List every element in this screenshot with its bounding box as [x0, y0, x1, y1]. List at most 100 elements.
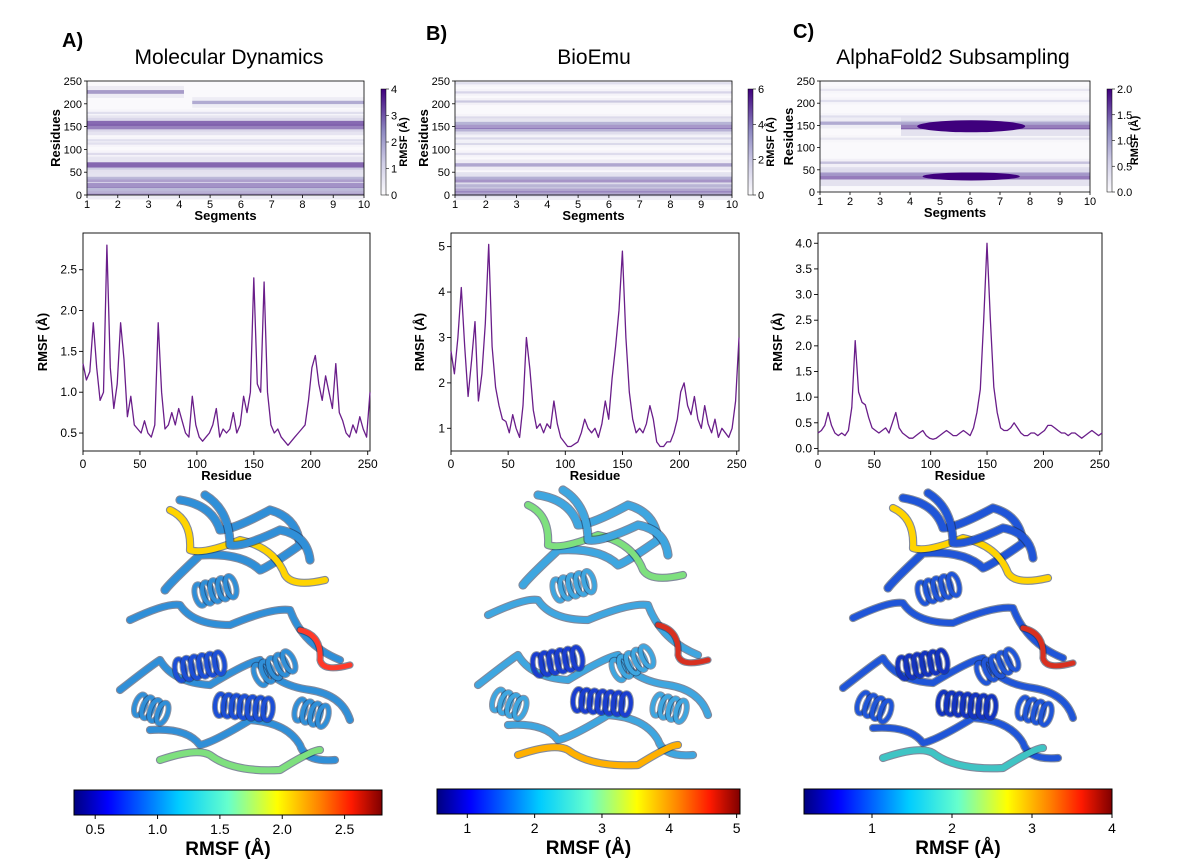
helix-turn	[581, 569, 597, 595]
heatmap-y-tick-label: 100	[64, 144, 82, 156]
y-tick-label: 3	[438, 330, 445, 344]
heatmap-band-halo	[87, 165, 364, 173]
colorbar-tick-label: 2.0	[273, 821, 293, 837]
heatmap-b: 1 2 3 4 5 6 7 8 9 10050100150200250SegmentsResidu…	[416, 76, 777, 223]
helix	[171, 649, 228, 684]
panel-title-a: Molecular Dynamics	[134, 46, 323, 69]
helix	[250, 648, 299, 689]
colorbar-tick-label: 1.0	[148, 821, 168, 837]
heatmap-band-halo	[820, 135, 1090, 143]
rmsf-line-plot-b: 0 50 100 150 200 250 1 2 3 4 5 Residue RMSF (Å)	[412, 232, 747, 483]
hot-loop	[890, 505, 1051, 584]
helix	[649, 691, 690, 725]
helix-turn	[1038, 701, 1054, 727]
heatmap-y-tick-label: 150	[432, 122, 450, 134]
x-axis-title: Residue	[570, 468, 621, 483]
colorbar-title: RMSF (Å)	[185, 839, 270, 860]
helix	[914, 571, 963, 607]
loop	[117, 657, 353, 723]
heatmap-colorbar	[1106, 88, 1113, 193]
heatmap-y-axis-title: Residues	[781, 108, 796, 166]
heatmap-x-tick-label: 1	[817, 196, 823, 208]
heatmap-colorbar-tick-label: 1.5	[1117, 110, 1132, 122]
x-tick-label: 150	[244, 457, 264, 471]
colorbar-tick-label: 1	[463, 820, 471, 836]
heatmap-band-halo	[820, 86, 1090, 94]
heatmap-band-halo	[455, 159, 732, 171]
y-tick-label: 0.0	[795, 441, 812, 455]
heatmap-x-axis-title: Segments	[924, 205, 986, 220]
heatmap-colorbar	[747, 88, 754, 196]
rmsf-colorbar-c: 1 2 3 4 RMSF (Å)	[803, 788, 1116, 859]
heatmap-y-axis-title: Residues	[48, 109, 63, 167]
heatmap-colorbar-tick-label: 4	[758, 119, 764, 131]
protein-structure-a	[115, 490, 355, 775]
loop	[840, 655, 1076, 721]
heatmap-blob	[922, 172, 1020, 181]
heatmap-x-tick-label: 4	[544, 199, 550, 211]
x-tick-label: 50	[868, 457, 882, 471]
helix	[549, 568, 598, 604]
helix	[291, 696, 332, 730]
heatmap-y-tick-label: 0	[809, 187, 815, 199]
heatmap-y-tick-label: 150	[64, 122, 82, 134]
rmsf-line-plot-a: 0 50 100 150 200 250 0.5 1.0 1.5 2.0 2.5 Residue RMS…	[35, 232, 378, 483]
heatmap-band-halo	[87, 85, 184, 98]
heatmap-colorbar-tick-label: 0	[391, 190, 397, 202]
x-tick-label: 200	[301, 457, 321, 471]
heatmap-x-tick-label: 8	[667, 199, 673, 211]
x-tick-label: 100	[555, 457, 575, 471]
heatmap-band	[192, 100, 364, 105]
heatmap-band	[455, 100, 732, 103]
colorbar-tick-label: 4	[1108, 820, 1116, 836]
heatmap-x-tick-label: 10	[358, 199, 370, 211]
y-tick-label: 1.5	[795, 364, 812, 378]
heatmap-band	[455, 124, 732, 129]
heatmap-band	[455, 163, 732, 167]
heatmap-a: 1 2 3 4 5 6 7 8 9 10050100150200250SegmentsResidu…	[48, 76, 410, 223]
heatmap-band-halo	[455, 171, 732, 188]
colorbar-tick-label: 2	[948, 820, 956, 836]
heatmap-band	[455, 188, 732, 193]
helix	[191, 573, 240, 609]
heatmap-band	[87, 167, 364, 170]
helix-turn	[983, 694, 998, 721]
helix	[934, 689, 999, 722]
heatmap-colorbar-tick-label: 1	[391, 164, 397, 176]
heatmap-x-tick-label: 6	[606, 199, 612, 211]
y-tick-label: 0.5	[795, 416, 812, 430]
heatmap-x-tick-label: 2	[115, 199, 121, 211]
beta-strand	[924, 489, 1037, 562]
x-axis-title: Residue	[935, 468, 986, 483]
heatmap-band	[455, 116, 732, 119]
jet-colorbar	[436, 788, 741, 815]
heatmap-band	[87, 142, 364, 145]
x-tick-label: 100	[187, 457, 207, 471]
beta-strand	[559, 486, 672, 559]
heatmap-x-tick-label: 5	[207, 199, 213, 211]
y-tick-label: 0.5	[60, 426, 77, 440]
y-axis-title: RMSF (Å)	[770, 313, 785, 372]
y-tick-label: 3.5	[795, 262, 812, 276]
helix-turn	[673, 698, 689, 724]
heatmap-colorbar-tick-label: 3	[391, 111, 397, 123]
heatmap-band-halo	[87, 136, 364, 144]
heatmap-colorbar-tick-label: 2.0	[1117, 84, 1132, 96]
helix-turn	[946, 572, 962, 598]
heatmap-band	[87, 162, 364, 168]
helix	[853, 689, 895, 725]
colorbar-tick-label: 3	[598, 820, 606, 836]
y-tick-label: 4.0	[795, 236, 812, 250]
heatmap-x-tick-label: 7	[637, 199, 643, 211]
heatmap-y-tick-label: 0	[76, 190, 82, 202]
rmsf-series-line	[450, 243, 740, 448]
heatmap-x-tick-label: 1	[452, 199, 458, 211]
colorbar-tick-label: 2	[531, 820, 539, 836]
heatmap-x-tick-label: 8	[1027, 196, 1033, 208]
heatmap-band-halo	[87, 109, 364, 117]
colorbar-tick-label: 5	[733, 820, 741, 836]
y-tick-label: 2	[438, 376, 445, 390]
line-plot-frame	[82, 232, 371, 452]
x-tick-label: 200	[1033, 457, 1053, 471]
heatmap-frame	[819, 80, 1091, 193]
